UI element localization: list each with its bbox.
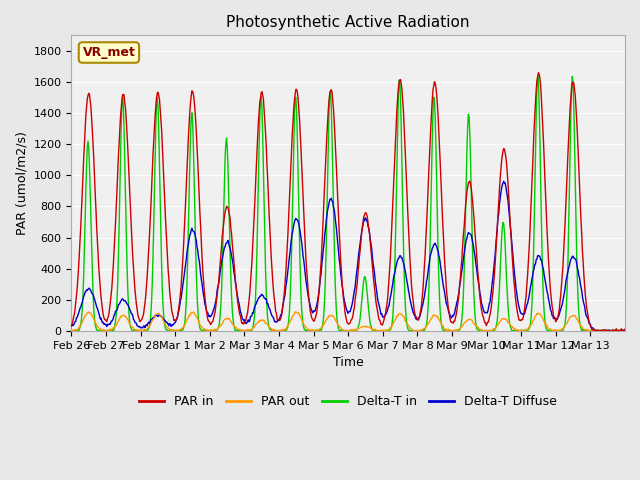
Text: VR_met: VR_met xyxy=(83,46,135,59)
X-axis label: Time: Time xyxy=(333,356,364,369)
Title: Photosynthetic Active Radiation: Photosynthetic Active Radiation xyxy=(227,15,470,30)
Y-axis label: PAR (umol/m2/s): PAR (umol/m2/s) xyxy=(15,131,28,235)
Legend: PAR in, PAR out, Delta-T in, Delta-T Diffuse: PAR in, PAR out, Delta-T in, Delta-T Dif… xyxy=(134,390,563,413)
